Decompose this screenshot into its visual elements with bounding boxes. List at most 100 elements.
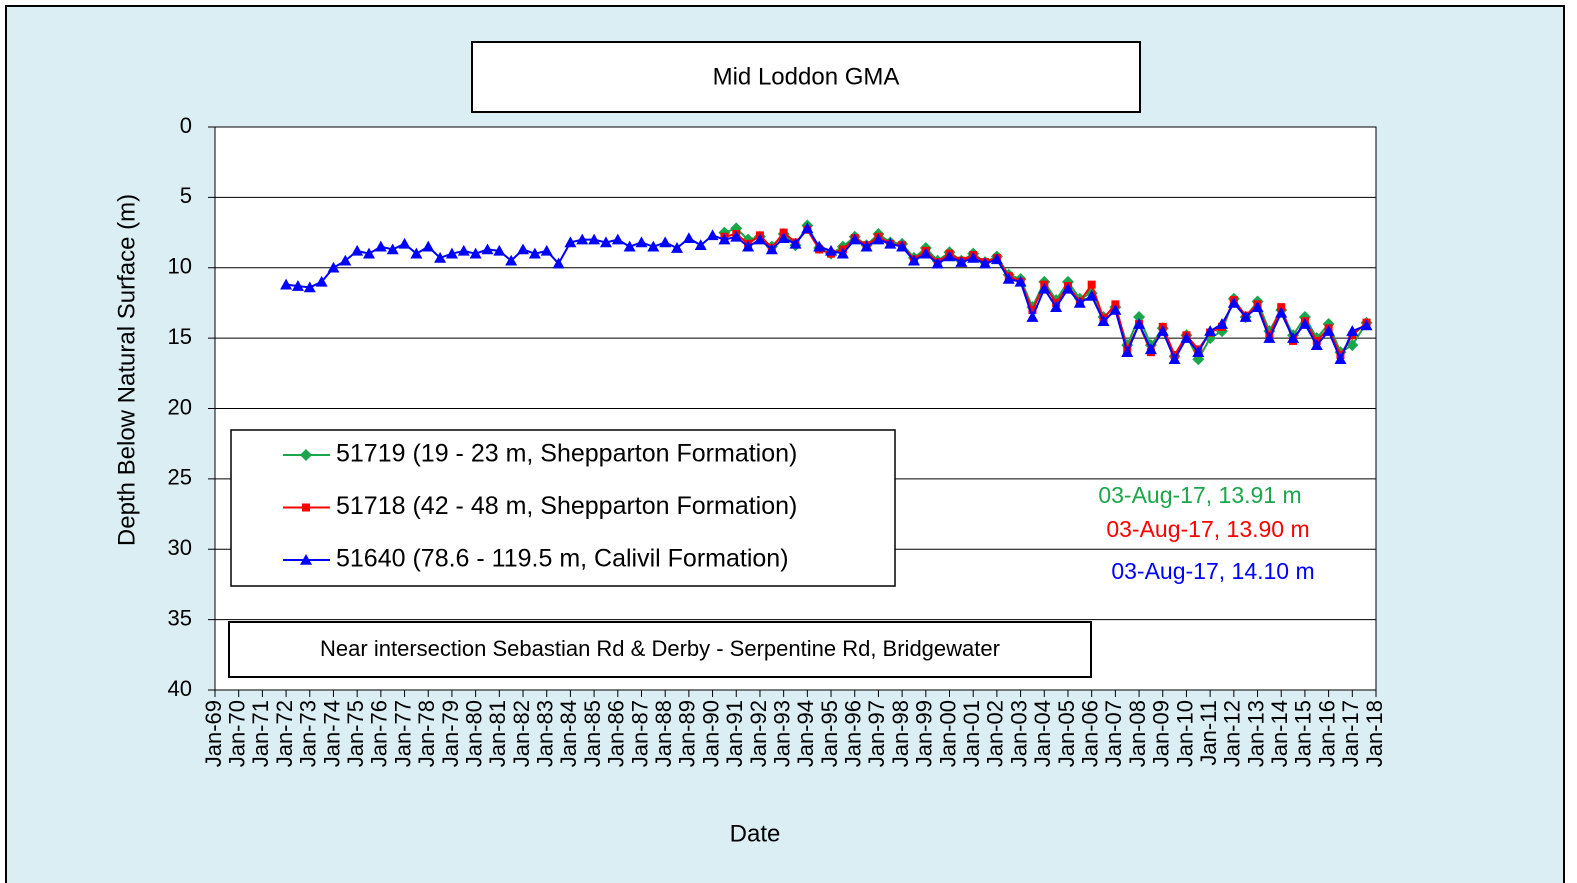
x-tick-label: Jan-80	[461, 700, 486, 767]
marker	[517, 243, 530, 255]
marker	[659, 236, 672, 248]
marker	[386, 243, 399, 255]
marker	[1002, 273, 1015, 284]
subtitle-box	[228, 621, 1092, 678]
x-tick-label: Jan-11	[1196, 700, 1221, 766]
marker	[434, 251, 447, 263]
marker	[1227, 296, 1240, 308]
marker	[588, 233, 601, 245]
marker	[753, 233, 766, 245]
marker	[990, 253, 1003, 265]
marker	[777, 232, 790, 243]
marker	[1287, 332, 1300, 343]
marker	[1215, 318, 1228, 329]
marker	[1251, 301, 1264, 312]
marker	[943, 250, 956, 262]
x-tick-label: Jan-88	[651, 700, 676, 767]
x-tick-label: Jan-77	[390, 700, 415, 767]
legend-box	[230, 429, 896, 587]
annotation: 03-Aug-17, 13.91 m	[1098, 482, 1301, 508]
legend-label: 51640 (78.6 - 119.5 m, Calivil Formation…	[336, 545, 789, 573]
marker	[706, 229, 719, 241]
marker	[1087, 280, 1096, 289]
marker	[694, 239, 707, 251]
marker	[979, 257, 992, 269]
marker	[1133, 318, 1146, 329]
marker	[552, 257, 565, 269]
x-tick-label: Jan-75	[343, 700, 368, 767]
x-tick-label: Jan-02	[983, 700, 1008, 767]
marker	[907, 254, 920, 266]
x-tick-label: Jan-91	[722, 700, 747, 767]
x-tick-label: Jan-94	[793, 700, 818, 767]
y-tick-label: 35	[168, 605, 192, 630]
marker	[339, 254, 352, 266]
marker	[1014, 275, 1027, 287]
marker	[896, 240, 909, 252]
marker	[1360, 319, 1373, 331]
marker	[635, 236, 648, 248]
x-tick-label: Jan-71	[248, 700, 273, 767]
marker	[813, 240, 826, 252]
y-tick-label: 15	[168, 324, 192, 349]
x-tick-label: Jan-06	[1077, 700, 1102, 767]
marker	[1073, 296, 1086, 308]
marker	[398, 237, 411, 249]
marker	[825, 244, 838, 256]
x-tick-label: Jan-81	[485, 700, 510, 767]
x-tick-label: Jan-85	[580, 700, 605, 767]
x-tick-label: Jan-73	[296, 700, 321, 767]
x-tick-label: Jan-04	[1030, 700, 1055, 767]
y-tick-label: 30	[168, 535, 192, 560]
marker	[955, 256, 968, 267]
marker	[445, 247, 458, 259]
marker	[1026, 311, 1039, 322]
marker	[623, 240, 636, 252]
marker	[303, 281, 316, 293]
marker	[540, 244, 553, 256]
marker	[493, 244, 506, 256]
x-tick-label: Jan-13	[1243, 700, 1268, 767]
marker	[1180, 332, 1193, 343]
marker	[1346, 325, 1359, 336]
x-tick-label: Jan-17	[1338, 700, 1363, 767]
x-tick-label: Jan-10	[1172, 700, 1197, 767]
x-tick-label: Jan-90	[698, 700, 723, 767]
title-box	[471, 41, 1141, 113]
x-tick-label: Jan-09	[1149, 700, 1174, 767]
marker	[363, 247, 376, 259]
x-tick-label: Jan-83	[533, 700, 558, 767]
y-tick-label: 25	[168, 465, 192, 490]
marker	[848, 233, 861, 245]
marker	[1263, 332, 1276, 343]
x-tick-label: Jan-95	[817, 700, 842, 767]
marker	[1334, 353, 1347, 365]
annotation: 03-Aug-17, 14.10 m	[1111, 558, 1314, 584]
x-tick-label: Jan-70	[225, 700, 250, 767]
x-tick-label: Jan-82	[509, 700, 534, 767]
marker	[1085, 289, 1098, 301]
marker	[457, 244, 470, 256]
x-tick-label: Jan-12	[1220, 700, 1245, 767]
x-tick-label: Jan-00	[935, 700, 960, 767]
marker	[647, 240, 660, 252]
x-tick-label: Jan-69	[201, 700, 226, 767]
x-tick-label: Jan-92	[746, 700, 771, 767]
marker	[1121, 346, 1134, 357]
series-layer	[280, 219, 1373, 366]
x-tick-label: Jan-84	[556, 700, 581, 767]
marker	[1038, 282, 1051, 294]
marker	[315, 275, 328, 287]
marker	[1322, 325, 1335, 336]
marker	[1298, 318, 1311, 329]
x-tick-label: Jan-15	[1291, 700, 1316, 767]
chart-title: Mid Loddon GMA	[713, 63, 900, 90]
marker	[1061, 282, 1074, 294]
x-tick-label: Jan-03	[1006, 700, 1031, 767]
marker	[351, 244, 364, 256]
x-tick-label: Jan-97	[864, 700, 889, 767]
marker	[718, 233, 731, 245]
marker	[410, 247, 423, 259]
y-tick-label: 10	[168, 254, 192, 279]
